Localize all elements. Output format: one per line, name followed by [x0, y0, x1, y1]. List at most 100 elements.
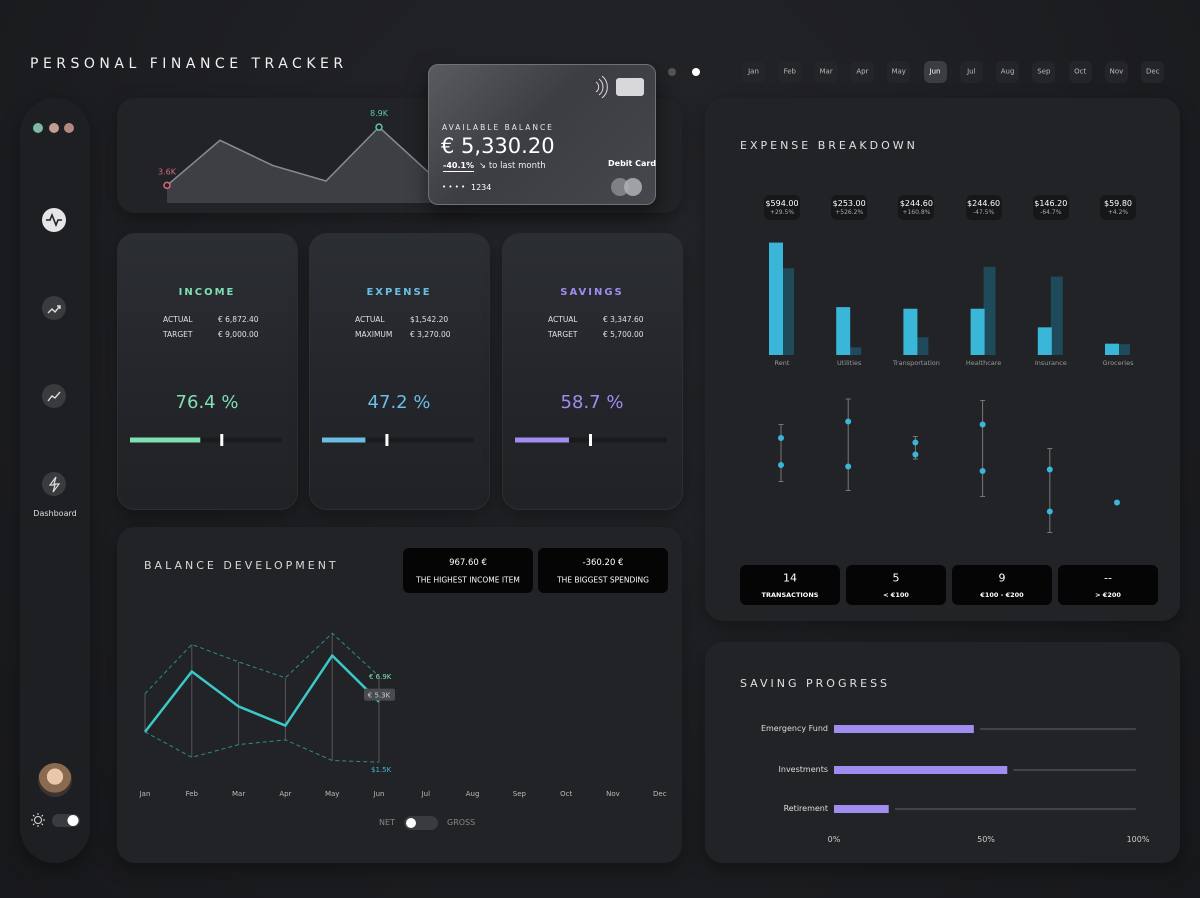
theme-toggle[interactable] — [20, 806, 90, 836]
month-pill[interactable] — [923, 61, 947, 83]
kpi-title: INCOME — [178, 287, 236, 298]
amount-label: $253.00 — [832, 199, 866, 208]
month-pill[interactable] — [850, 61, 874, 83]
kpi-percent: 47.2 % — [367, 392, 431, 413]
page-dot[interactable] — [668, 68, 676, 76]
month-pill[interactable] — [1068, 61, 1092, 83]
month-pill[interactable] — [742, 61, 765, 83]
amount-label: $244.60 — [899, 199, 933, 208]
toggle-right: GROSS — [447, 818, 476, 827]
stat-value: 14 — [783, 571, 797, 585]
month-label: Aug — [1000, 67, 1015, 76]
amount-label: $244.60 — [967, 199, 1001, 208]
change-label: +526.2% — [835, 209, 864, 216]
change-label: +160.8% — [902, 209, 931, 216]
highlight-box — [538, 548, 668, 593]
amount-label: $59.80 — [1104, 199, 1132, 208]
card-balance: € 5,330.20 — [441, 134, 555, 158]
saving-progress-panel — [705, 642, 1180, 863]
kpi-row-value: € 3,270.00 — [410, 330, 451, 339]
month-label: Feb — [783, 67, 796, 76]
highlight-value: 967.60 € — [449, 557, 487, 568]
kpi-row-value: $1,542.20 — [410, 315, 449, 324]
kpi-row-label: ACTUAL — [163, 315, 193, 324]
change-label: -47.5% — [972, 209, 995, 216]
app-title: PERSONAL FINANCE TRACKER — [30, 56, 348, 72]
window-dot — [33, 123, 43, 133]
change-label: +29.5% — [769, 209, 795, 216]
kpi-row-value: € 3,347.60 — [603, 315, 644, 324]
amount-box — [965, 195, 1002, 220]
card-number: 1234 — [471, 183, 492, 192]
expense-breakdown-panel — [705, 98, 1180, 621]
window-dot — [64, 123, 74, 133]
section-title: EXPENSE BREAKDOWN — [740, 139, 918, 152]
month-label: Sep — [1037, 67, 1051, 76]
stat-value: -- — [1104, 571, 1112, 585]
page-dot[interactable] — [692, 68, 700, 76]
month-label: Dec — [1146, 67, 1160, 76]
month-label: Jun — [929, 67, 941, 76]
card-change-text: ↘ to last month — [479, 161, 546, 171]
month-label: Mar — [819, 67, 833, 76]
month-pill[interactable] — [778, 61, 802, 83]
month-pill[interactable] — [887, 61, 911, 83]
stat-label: < €100 — [883, 590, 909, 599]
amount-box — [831, 195, 868, 220]
month-pill[interactable] — [959, 61, 983, 83]
kpi-title: SAVINGS — [560, 287, 624, 298]
card-change-text: to last month — [488, 161, 546, 171]
month-label: Oct — [1074, 67, 1087, 76]
month-pill[interactable] — [1141, 61, 1165, 83]
kpi-row-label: ACTUAL — [355, 315, 385, 324]
amount-label: $594.00 — [765, 199, 799, 208]
card-type: Debit Card — [608, 159, 657, 168]
kpi-row-value: € 5,700.00 — [603, 330, 644, 339]
kpi-row-label: MAXIMUM — [355, 330, 393, 339]
amount-label: $146.20 — [1034, 199, 1068, 208]
icon — [48, 476, 61, 493]
highlight-value: -360.20 € — [582, 557, 624, 568]
amount-box — [898, 195, 935, 220]
icon — [47, 391, 61, 402]
highlight-label: THE BIGGEST SPENDING — [557, 575, 649, 585]
category-label: Emergency Fund — [760, 724, 828, 733]
amount-box — [1100, 195, 1136, 220]
month-label: Nov — [1109, 67, 1124, 76]
category-label: Investments — [778, 765, 828, 774]
month-pill[interactable] — [814, 61, 838, 83]
nav-trend[interactable] — [42, 296, 66, 320]
kpi-row-value: € 6,872.40 — [218, 315, 259, 324]
nav-icons — [42, 208, 66, 496]
card-icons — [595, 75, 644, 196]
icon — [47, 305, 61, 314]
change-label: +4.2% — [1107, 209, 1129, 216]
month-pill[interactable] — [996, 61, 1020, 83]
section-title: SAVING PROGRESS — [740, 677, 891, 690]
stat-label: > €200 — [1095, 590, 1121, 599]
card-label: AVAILABLE BALANCE — [442, 123, 554, 132]
month-label: Apr — [856, 67, 869, 76]
toggle-left: NET — [379, 818, 395, 827]
kpi-row-label: TARGET — [163, 330, 193, 339]
kpi-row-value: € 9,000.00 — [218, 330, 259, 339]
nav-chart[interactable] — [42, 384, 66, 408]
stat-box — [952, 565, 1052, 605]
stat-value: 5 — [892, 571, 900, 585]
card-change: -40.1% — [443, 161, 475, 172]
kpi-percent: 58.7 % — [560, 392, 624, 413]
stat-box — [740, 565, 840, 605]
nav-label: Dashboard — [33, 509, 77, 518]
month-pill[interactable] — [1105, 61, 1128, 83]
change-label: -64.7% — [1040, 209, 1062, 216]
expense-panel — [309, 233, 490, 510]
category-label: Retirement — [783, 804, 828, 813]
amount-box — [1032, 195, 1069, 220]
avatar[interactable] — [38, 763, 72, 797]
sidebar: Dashboard — [20, 98, 90, 863]
kpi-title: EXPENSE — [366, 287, 432, 298]
month-pill[interactable] — [1032, 61, 1056, 83]
kpi-percent: 76.4 % — [175, 392, 239, 413]
balance-card[interactable]: AVAILABLE BALANCE € 5,330.20 -40.1% ↘ to… — [428, 64, 656, 205]
